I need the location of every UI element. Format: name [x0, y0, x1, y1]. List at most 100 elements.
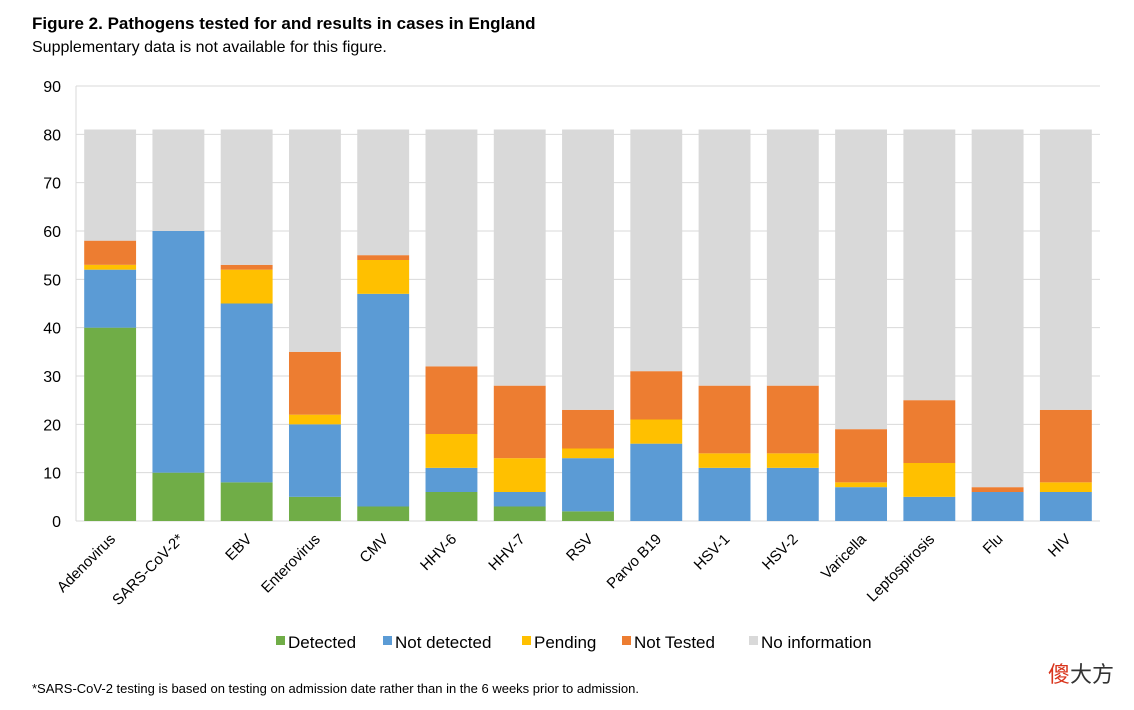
bar-segment: [562, 458, 614, 512]
bar-segment: [766, 385, 819, 454]
legend-label: Not detected: [395, 633, 491, 652]
x-category-label: HSV-1: [691, 531, 734, 574]
x-category-label: Leptospirosis: [864, 531, 939, 606]
x-category-label: Parvo B19: [604, 531, 666, 593]
x-category-label: Flu: [980, 531, 1007, 558]
legend-swatch: [383, 636, 392, 645]
bar-segment: [971, 129, 1024, 488]
bars: [84, 129, 1092, 521]
bar-segment: [766, 453, 819, 468]
bar-segment: [835, 129, 888, 430]
legend-swatch: [622, 636, 631, 645]
bar-segment: [84, 129, 137, 241]
bar-segment: [835, 487, 888, 521]
legend-label: No information: [761, 633, 872, 652]
footnote: *SARS-CoV-2 testing is based on testing …: [32, 681, 639, 696]
x-category-label: RSV: [563, 531, 597, 565]
bar-segment: [357, 293, 410, 507]
bar-segment: [698, 129, 751, 386]
legend-label: Not Tested: [634, 633, 715, 652]
bar-segment: [152, 472, 205, 521]
bar-segment: [288, 351, 341, 415]
bar-segment: [152, 129, 205, 231]
bar-segment: [220, 129, 273, 265]
bar-segment: [698, 467, 751, 521]
bar-segment: [152, 231, 205, 473]
y-tick-label: 0: [52, 514, 61, 531]
y-tick-label: 70: [43, 176, 61, 193]
legend-swatch: [522, 636, 531, 645]
bar-segment: [84, 240, 137, 265]
bar-segment: [630, 419, 683, 444]
bar-segment: [425, 492, 478, 521]
bar-segment: [835, 482, 888, 488]
bar-segment: [357, 255, 410, 260]
bar-segment: [493, 506, 546, 521]
x-category-label: HHV-7: [485, 531, 528, 574]
bar-segment: [630, 443, 683, 521]
legend: Detected Not detected Pending Not Tested No …: [276, 633, 872, 652]
bar-segment: [971, 492, 1024, 521]
bar-segment: [357, 129, 410, 256]
y-tick-label: 80: [43, 127, 61, 144]
bar-segment: [288, 129, 341, 352]
bar-segment: [698, 453, 751, 468]
bar-segment: [1039, 482, 1092, 492]
legend-swatch: [749, 636, 758, 645]
bar-segment: [562, 129, 614, 410]
bar-segment: [1039, 129, 1092, 410]
y-tick-label: 40: [43, 321, 61, 338]
x-category-label: Varicella: [818, 530, 870, 582]
bar-segment: [357, 506, 410, 521]
y-tick-label: 50: [43, 272, 61, 289]
bar-segment: [835, 429, 888, 483]
bar-segment: [766, 467, 819, 521]
y-axis-ticks: 0 10 20 30 40 50 60 70 80 90: [43, 79, 61, 531]
bar-segment: [630, 129, 683, 372]
legend-label: Detected: [288, 633, 356, 652]
bar-segment: [288, 414, 341, 425]
bar-segment: [562, 511, 614, 521]
y-tick-label: 30: [43, 369, 61, 386]
bar-segment: [425, 467, 478, 492]
bar-segment: [630, 371, 683, 420]
bar-segment: [425, 366, 478, 434]
legend-swatch: [276, 636, 285, 645]
y-tick-label: 20: [43, 417, 61, 434]
bar-segment: [562, 448, 614, 459]
legend-label: Pending: [534, 633, 596, 652]
x-category-label: HIV: [1045, 531, 1075, 561]
bar-segment: [1039, 492, 1092, 521]
bar-segment: [903, 129, 956, 401]
bar-segment: [357, 260, 410, 294]
bar-segment: [220, 269, 273, 304]
bar-segment: [220, 482, 273, 521]
x-category-label: HSV-2: [759, 531, 802, 574]
bar-segment: [562, 409, 614, 449]
y-tick-label: 90: [43, 79, 61, 96]
bar-segment: [220, 264, 273, 270]
bar-segment: [84, 327, 137, 521]
y-tick-label: 60: [43, 224, 61, 241]
page-subtitle: Supplementary data is not available for …: [32, 39, 387, 56]
bar-segment: [903, 400, 956, 463]
bar-segment: [903, 496, 956, 521]
bar-segment: [766, 129, 819, 386]
x-category-label: Adenovirus: [54, 531, 119, 596]
bar-segment: [84, 269, 137, 328]
x-category-label: EBV: [222, 531, 255, 564]
bar-segment: [493, 492, 546, 507]
x-category-label: HHV-6: [417, 531, 460, 574]
bar-segment: [698, 385, 751, 454]
bar-segment: [903, 463, 956, 497]
page-title: Figure 2. Pathogens tested for and resul…: [32, 14, 536, 33]
bar-segment: [493, 458, 546, 492]
bar-segment: [493, 129, 546, 386]
watermark-logo: 傻大方: [1047, 663, 1114, 688]
bar-segment: [971, 487, 1024, 492]
bar-segment: [84, 264, 137, 270]
bar-segment: [288, 496, 341, 521]
bar-segment: [1039, 409, 1092, 483]
bar-segment: [493, 385, 546, 459]
